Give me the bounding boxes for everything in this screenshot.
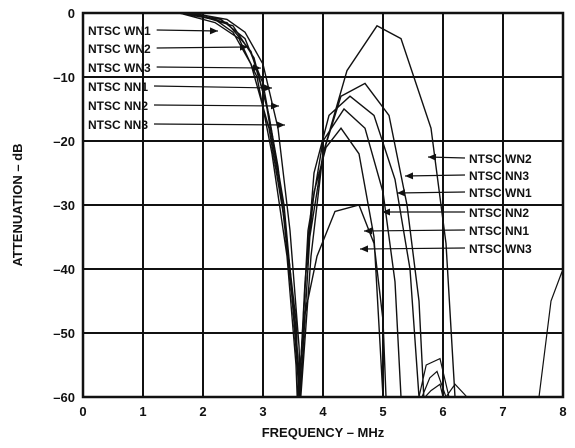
annotation-arrowhead <box>405 172 414 180</box>
y-tick-label: –60 <box>53 390 75 405</box>
plot-frame <box>81 11 565 399</box>
annotation-arrow-line <box>404 174 466 177</box>
annotation-arrow-line <box>156 29 219 32</box>
y-tick-label: 0 <box>68 6 75 21</box>
y-axis-label: ATTENUATION – dB <box>10 143 25 266</box>
series-passband <box>83 12 302 398</box>
annotation-arrow-line <box>154 85 273 89</box>
annotation-arrowhead <box>360 245 369 253</box>
series-sidelobe <box>300 24 456 398</box>
annotation-arrow-line <box>359 247 466 250</box>
annotation-label-right: NTSC NN2 <box>469 206 529 220</box>
annotation-arrowhead <box>252 64 261 72</box>
x-tick-label: 6 <box>439 404 446 419</box>
y-tick-label: –20 <box>53 134 75 149</box>
x-tick-label: 1 <box>139 404 146 419</box>
x-tick-label: 2 <box>199 404 206 419</box>
x-axis-label: FREQUENCY – MHz <box>262 425 385 440</box>
annotation-label-left: NTSC WN2 <box>88 42 151 56</box>
stopband-ripple <box>445 383 468 398</box>
annotation-arrowhead <box>209 27 218 35</box>
y-tick-label: –10 <box>53 70 75 85</box>
annotation-arrowhead <box>364 227 373 235</box>
annotation-arrow-line <box>363 229 466 232</box>
annotation-arrowhead <box>239 43 248 51</box>
series-passband <box>83 12 301 398</box>
annotation-label-right: NTSC WN3 <box>469 242 532 256</box>
annotation-arrow-line <box>156 66 262 69</box>
annotation-arrow-line <box>154 104 280 107</box>
y-tick-label: –30 <box>53 198 75 213</box>
x-tick-label: 8 <box>559 404 566 419</box>
series-sidelobe <box>298 127 384 398</box>
y-tick-label: –50 <box>53 326 75 341</box>
series-sidelobe <box>299 82 425 398</box>
annotation-arrow-line <box>156 46 249 49</box>
stopband-ripple <box>421 370 447 398</box>
series-sidelobe <box>298 107 402 398</box>
x-tick-label: 5 <box>379 404 386 419</box>
annotation-label-left: NTSC WN1 <box>88 24 151 38</box>
annotation-arrowhead <box>263 84 272 92</box>
annotation-arrow-line <box>396 191 466 194</box>
annotation-label-left: NTSC NN2 <box>88 99 148 113</box>
stopband-ripple <box>538 268 564 398</box>
stopband-ripple <box>418 357 450 398</box>
annotation-arrowhead <box>397 189 406 197</box>
annotation-arrowhead <box>382 208 390 216</box>
annotation-label-right: NTSC WN2 <box>469 152 532 166</box>
annotation-arrow-line <box>154 123 286 126</box>
y-tick-label: –40 <box>53 262 75 277</box>
x-tick-label: 7 <box>499 404 506 419</box>
annotation-label-left: NTSC NN3 <box>88 118 148 132</box>
annotation-label-right: NTSC WN1 <box>469 186 532 200</box>
x-tick-label: 3 <box>259 404 266 419</box>
annotation-arrowhead <box>270 102 279 110</box>
stopband-ripple <box>424 383 444 398</box>
series-sidelobe <box>296 204 387 398</box>
annotation-label-left: NTSC WN3 <box>88 61 151 75</box>
annotation-arrowhead <box>276 121 285 129</box>
annotation-arrowhead <box>428 153 437 161</box>
annotation-label-left: NTSC NN1 <box>88 80 148 94</box>
series-passband <box>83 12 298 398</box>
x-tick-label: 4 <box>319 404 327 419</box>
annotation-label-right: NTSC NN3 <box>469 169 529 183</box>
x-tick-label: 0 <box>79 404 86 419</box>
annotation-label-right: NTSC NN1 <box>469 224 529 238</box>
